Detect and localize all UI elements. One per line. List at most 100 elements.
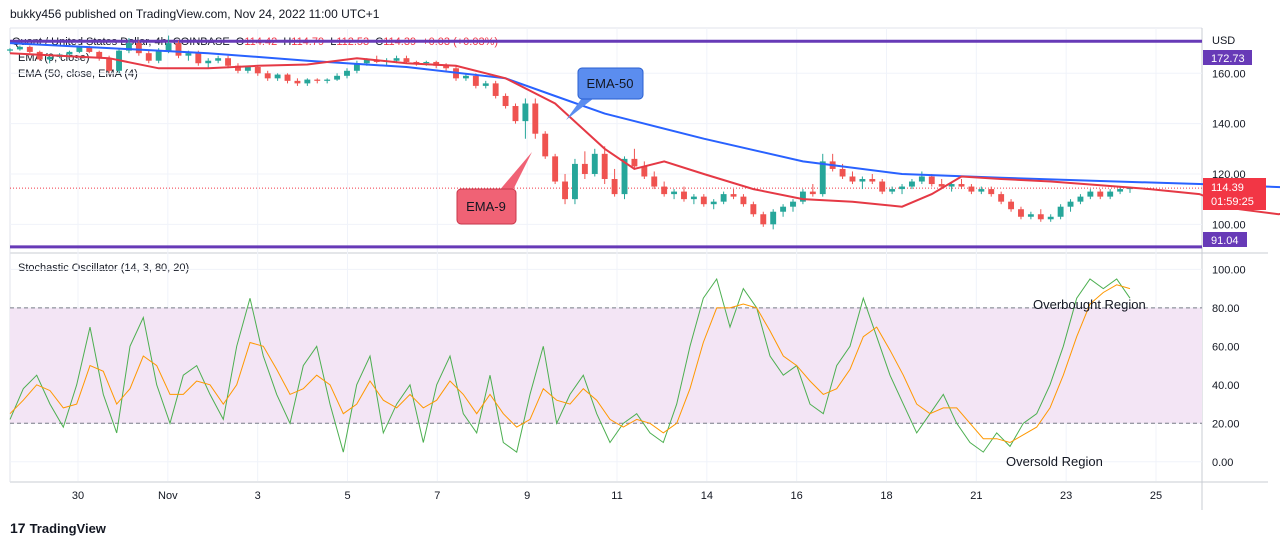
candle-body: [264, 73, 271, 79]
candle-body: [869, 179, 876, 182]
candle-body: [879, 181, 886, 192]
candle-body: [1087, 191, 1094, 197]
candle-body: [988, 189, 995, 195]
candle-body: [423, 61, 430, 64]
osc-tick-label: 0.00: [1212, 457, 1233, 469]
candle-body: [1008, 201, 1015, 210]
time-tick-label: 5: [344, 490, 350, 502]
candle-body: [601, 153, 608, 180]
time-tick-label: 7: [434, 490, 440, 502]
candle-body: [96, 51, 103, 59]
support-price-tag: 91.04: [1203, 232, 1247, 247]
tradingview-brand-text: TradingView: [29, 520, 106, 536]
candle-body: [16, 46, 23, 50]
candle-body: [631, 158, 638, 167]
candle-body: [1027, 214, 1034, 217]
candle-body: [1037, 214, 1044, 220]
candle-body: [938, 184, 945, 187]
candle-body: [690, 196, 697, 200]
price-tick-label: 160.00: [1212, 68, 1246, 80]
price-tick-label: 140.00: [1212, 119, 1246, 131]
stochastic-d-line: [9, 284, 1131, 444]
candle-body: [135, 43, 142, 54]
candle-body: [393, 58, 400, 61]
ema9-callout-pointer: [498, 152, 532, 192]
candle-body: [244, 67, 251, 71]
time-tick-label: 3: [255, 490, 261, 502]
time-tick-label: 16: [791, 490, 803, 502]
ema50-callout-box: [577, 67, 644, 100]
candle-body: [562, 181, 568, 200]
candle-body: [215, 58, 222, 61]
candle-body: [968, 186, 975, 192]
candle-body: [482, 83, 489, 86]
last-price-tag-bg: [1203, 178, 1266, 210]
osc-tick-label: 80.00: [1212, 303, 1240, 315]
candle-body: [720, 194, 727, 202]
candle-body: [1018, 209, 1024, 217]
support-tag-bg: [1203, 232, 1247, 247]
candle-body: [225, 58, 232, 66]
candle-body: [185, 53, 192, 56]
time-tick-label: 14: [701, 490, 713, 502]
candle-body: [700, 196, 707, 205]
candle-body: [175, 43, 182, 56]
time-tick-label: 21: [970, 490, 982, 502]
candle-body: [889, 189, 896, 192]
candle-body: [86, 46, 93, 52]
candle-body: [651, 176, 658, 187]
candle-body: [502, 95, 509, 107]
candle-body: [948, 184, 955, 187]
tradingview-brand[interactable]: 17 TradingView: [10, 520, 106, 536]
time-tick-label: 18: [880, 490, 892, 502]
candle-body: [819, 161, 826, 195]
time-tick-label: 23: [1060, 490, 1072, 502]
candle-body: [899, 186, 905, 190]
candle-body: [790, 201, 796, 207]
resistance-tag-text: 172.73: [1211, 53, 1245, 65]
candle-body: [998, 194, 1005, 202]
candle-body: [1107, 191, 1114, 197]
candle-body: [611, 179, 618, 195]
ema9-callout-text: EMA-9: [466, 199, 506, 214]
overbought-region-label: Overbought Region: [1033, 297, 1146, 312]
candle-body: [324, 79, 331, 81]
candle-body: [542, 133, 549, 157]
candle-body: [363, 59, 370, 64]
candle-body: [849, 176, 856, 182]
stochastic-legend[interactable]: Stochastic Oscillator (14, 3, 80, 20): [18, 262, 190, 274]
candle-body: [681, 191, 687, 200]
resistance-price-tag: 172.73: [1203, 50, 1252, 65]
time-tick-label: 25: [1150, 490, 1162, 502]
ema50-callout[interactable]: EMA-50: [566, 67, 644, 120]
candle-body: [750, 204, 757, 215]
ema9-callout[interactable]: EMA-9: [456, 152, 532, 225]
candle-body: [572, 163, 578, 200]
last-price-tag: 114.39 01:59:25: [1203, 178, 1266, 210]
candles-group: [7, 35, 1133, 230]
candle-body: [958, 184, 965, 187]
ema-9-line[interactable]: [9, 52, 1280, 216]
candle-body: [76, 46, 83, 52]
tradingview-logo-icon: 17: [10, 520, 26, 536]
osc-tick-label: 20.00: [1212, 418, 1240, 430]
candle-body: [413, 61, 420, 64]
candle-body: [661, 186, 668, 195]
candle-body: [165, 43, 172, 51]
countdown-text: 01:59:25: [1211, 196, 1254, 208]
candle-body: [522, 103, 529, 122]
candle-body: [730, 194, 737, 197]
candle-body: [512, 106, 519, 122]
candle-body: [710, 201, 717, 205]
candle-body: [839, 168, 846, 177]
candle-body: [671, 191, 678, 195]
oversold-region-label: Oversold Region: [1006, 454, 1103, 469]
stochastic-k-line: [9, 277, 1131, 453]
candle-body: [235, 65, 241, 71]
stochastic-band: [10, 307, 1202, 424]
candle-body: [1057, 206, 1064, 217]
candle-body: [908, 181, 915, 187]
candle-body: [1067, 201, 1074, 207]
candle-body: [859, 179, 866, 182]
